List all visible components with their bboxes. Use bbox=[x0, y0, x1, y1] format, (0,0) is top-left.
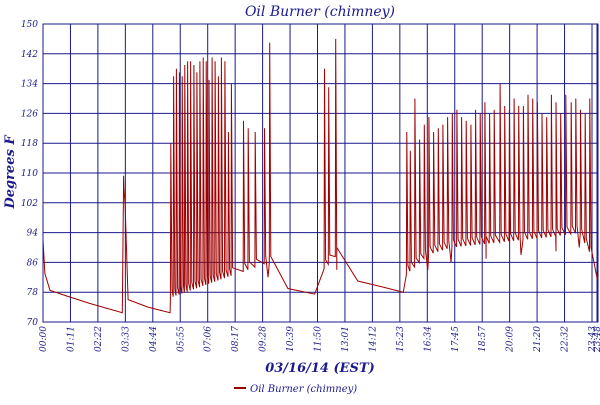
x-tick-label: 04:44 bbox=[149, 326, 159, 352]
x-tick-label: 02:22 bbox=[94, 326, 104, 352]
y-axis-title: Degrees F bbox=[3, 135, 18, 210]
x-tick-label: 20:09 bbox=[506, 326, 516, 353]
x-tick-labels: 00:00 01:11 02:22 03:33 04:44 05:55 07:06 08:17… bbox=[39, 326, 600, 353]
x-tick-label: 00:00 bbox=[39, 326, 49, 352]
legend-label: Oil Burner (chimney) bbox=[250, 384, 357, 395]
y-tick-label: 86 bbox=[27, 258, 39, 268]
y-tick-label: 126 bbox=[21, 109, 38, 119]
x-tick-label: 14:12 bbox=[368, 326, 378, 352]
y-tick-label: 78 bbox=[27, 288, 39, 298]
x-tick-label: 03:33 bbox=[121, 326, 131, 352]
y-tick-label: 142 bbox=[21, 50, 38, 60]
y-tick-label: 134 bbox=[21, 80, 38, 90]
y-tick-label: 118 bbox=[21, 139, 38, 149]
x-tick-label: 01:11 bbox=[66, 326, 76, 352]
x-axis-title: 03/16/14 (EST) bbox=[265, 361, 375, 376]
chart-title: Oil Burner (chimney) bbox=[245, 4, 395, 20]
series-layer bbox=[42, 38, 599, 314]
x-tick-label: 16:34 bbox=[423, 326, 433, 352]
plot-frame bbox=[42, 23, 599, 323]
x-tick-label: 07:06 bbox=[204, 326, 214, 352]
y-tick-label: 102 bbox=[21, 199, 38, 209]
x-tick-label: 23:48 bbox=[593, 326, 600, 353]
x-tick-label: 05:55 bbox=[176, 326, 186, 352]
x-tick-label: 09:28 bbox=[259, 326, 269, 352]
y-tick-label: 70 bbox=[27, 318, 39, 328]
x-tick-label: 11:50 bbox=[314, 326, 324, 352]
legend: Oil Burner (chimney) bbox=[234, 384, 357, 395]
x-tick-label: 15:23 bbox=[396, 326, 406, 352]
y-tick-label: 150 bbox=[21, 20, 38, 30]
x-tick-label: 21:20 bbox=[533, 326, 543, 353]
y-tick-labels: 70 78 86 94 102 110 118 126 134 142 150 bbox=[21, 20, 38, 328]
y-tick-label: 94 bbox=[27, 229, 39, 239]
x-tick-label: 10:39 bbox=[286, 326, 296, 352]
x-tick-label: 22:32 bbox=[561, 326, 571, 353]
x-tick-label: 18:57 bbox=[478, 326, 488, 352]
x-tick-label: 08:17 bbox=[231, 326, 241, 352]
y-tick-label: 110 bbox=[21, 169, 38, 179]
x-tick-label: 23:43 bbox=[588, 326, 598, 353]
series-line-oil-burner bbox=[42, 38, 599, 314]
x-tick-label: 13:01 bbox=[341, 326, 351, 352]
x-tick-label: 17:45 bbox=[451, 326, 461, 352]
